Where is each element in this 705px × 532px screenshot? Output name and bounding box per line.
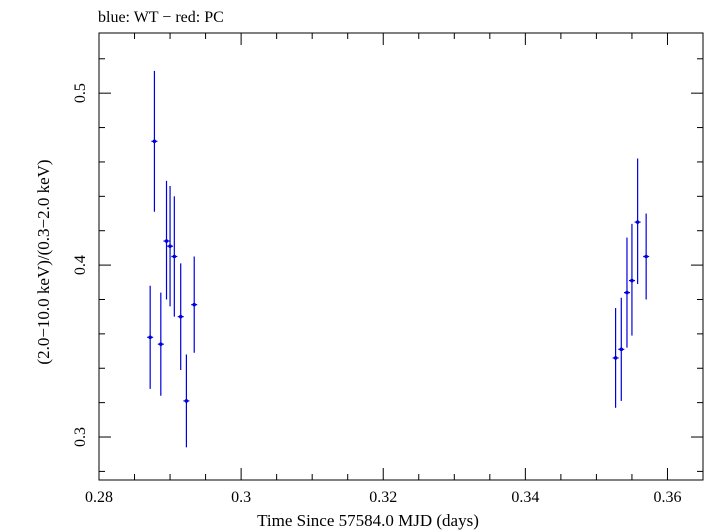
point-marker <box>635 220 640 224</box>
x-axis: 0.28 0.3 0.32 0.34 0.36 <box>85 33 704 506</box>
data-point <box>147 285 154 389</box>
point-marker <box>184 399 189 403</box>
x-tick-label: 0.32 <box>369 489 397 506</box>
point-marker <box>619 347 624 352</box>
point-marker <box>148 335 152 340</box>
data-point <box>612 308 619 408</box>
data-point <box>643 213 650 300</box>
plot-frame <box>98 32 704 481</box>
point-marker <box>164 239 169 243</box>
data-point <box>623 237 630 348</box>
data-point <box>628 223 635 336</box>
data-point <box>177 263 184 370</box>
point-marker <box>152 139 157 144</box>
point-marker <box>625 290 629 295</box>
data-point <box>171 196 178 317</box>
point-marker <box>159 342 163 346</box>
point-marker <box>644 254 648 259</box>
data-point <box>151 70 158 212</box>
y-tick-label: 0.4 <box>72 255 89 275</box>
y-axis-label: (2.0−10.0 keV)/(0.3−2.0 keV) <box>34 159 53 364</box>
point-marker <box>178 314 183 319</box>
x-axis-label: Time Since 57584.0 MJD (days) <box>257 511 479 530</box>
point-marker <box>192 302 197 307</box>
point-marker <box>168 244 172 248</box>
x-tick-label: 0.28 <box>85 489 113 506</box>
data-point <box>163 180 170 300</box>
data-series <box>147 70 650 448</box>
point-marker <box>172 254 177 259</box>
data-point <box>157 292 164 396</box>
data-point <box>618 297 625 401</box>
data-point <box>191 256 198 353</box>
x-tick-label: 0.34 <box>511 489 539 506</box>
x-tick-label: 0.36 <box>653 489 681 506</box>
y-tick-label: 0.3 <box>72 427 89 447</box>
data-point <box>183 354 190 448</box>
chart-title: blue: WT − red: PC <box>98 9 224 26</box>
y-tick-label: 0.5 <box>72 83 89 103</box>
point-marker <box>630 278 634 283</box>
point-marker <box>613 356 618 360</box>
data-point <box>634 158 641 285</box>
y-axis: 0.3 0.4 0.5 <box>72 58 703 472</box>
data-point <box>167 186 174 307</box>
x-tick-label: 0.3 <box>231 489 251 506</box>
